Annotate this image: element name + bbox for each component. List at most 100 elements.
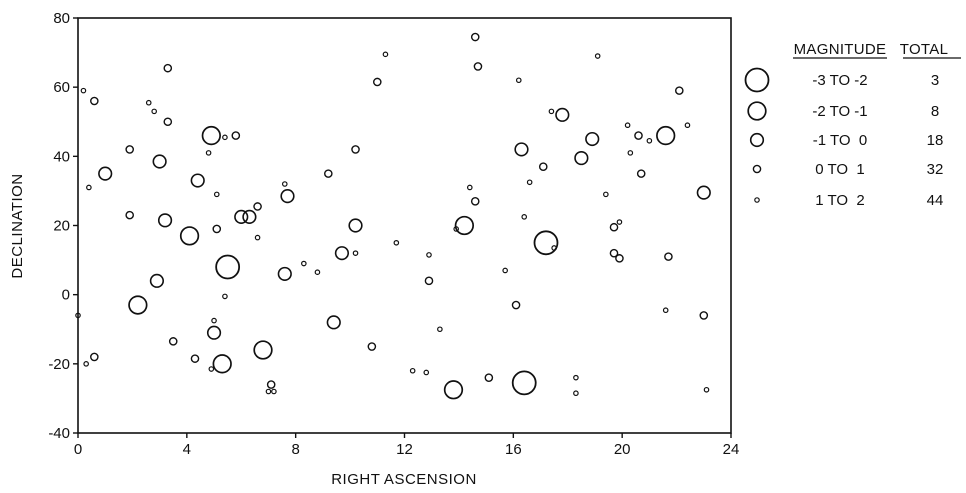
legend-header-magnitude: MAGNITUDE	[794, 41, 887, 58]
star-points	[75, 32, 711, 400]
star-point	[90, 352, 99, 362]
star-point	[281, 181, 288, 187]
star-point	[573, 390, 579, 397]
star-point	[424, 276, 434, 286]
x-tick-label: 24	[723, 441, 740, 458]
star-point	[548, 108, 555, 115]
star-point	[212, 354, 232, 374]
star-point	[98, 166, 113, 181]
star-point	[301, 260, 307, 267]
star-point	[538, 162, 548, 172]
legend-total-value: 44	[927, 192, 944, 209]
y-tick-label: -40	[48, 425, 70, 442]
legend-symbol	[747, 101, 767, 121]
star-point	[190, 173, 205, 188]
star-point	[179, 226, 200, 246]
star-point	[443, 380, 464, 400]
star-point	[684, 122, 691, 129]
star-point	[573, 374, 579, 381]
star-point	[90, 96, 99, 106]
star-point	[409, 367, 416, 374]
star-point	[515, 77, 522, 84]
star-point	[675, 86, 684, 95]
star-point	[470, 196, 480, 206]
star-point	[253, 340, 273, 360]
star-point	[703, 386, 710, 393]
star-point	[234, 209, 249, 224]
legend-total-value: 32	[927, 161, 944, 178]
star-point	[215, 254, 241, 280]
star-point	[277, 266, 292, 282]
star-point	[634, 131, 643, 140]
star-point	[594, 53, 601, 59]
star-point	[266, 380, 276, 389]
star-point	[213, 191, 220, 198]
star-point	[324, 169, 333, 178]
star-point	[437, 326, 443, 333]
star-point	[163, 117, 173, 127]
x-tick-label: 12	[396, 441, 413, 458]
star-point	[603, 191, 609, 198]
star-point	[83, 361, 89, 367]
legend-magnitude-label: -2 TO -1	[812, 103, 867, 120]
star-point	[511, 370, 537, 396]
star-point	[521, 214, 528, 220]
star-point	[585, 131, 600, 147]
star-point	[473, 62, 483, 71]
y-tick-label: 60	[53, 79, 70, 96]
star-point	[242, 209, 257, 224]
legend-magnitude-label: -3 TO -2	[812, 72, 867, 89]
star-point	[470, 32, 480, 42]
legend-rows: -3 TO -2 3 -2 TO -1 8 -1 TO 0 18 0 TO 1 32 1 TO …	[744, 67, 944, 209]
star-point	[265, 388, 272, 395]
star-point	[334, 246, 350, 261]
y-tick-label: 40	[53, 148, 70, 165]
star-point	[533, 230, 559, 256]
star-point	[212, 224, 222, 234]
star-point	[86, 184, 92, 191]
x-axis-title: RIGHT ASCENSION	[331, 471, 477, 488]
star-point	[555, 107, 570, 122]
legend-total-value: 18	[927, 132, 944, 149]
star-point	[423, 369, 430, 376]
star-point	[351, 145, 360, 154]
y-tick-label: 20	[53, 218, 70, 235]
star-point	[201, 125, 221, 146]
star-point	[348, 218, 363, 233]
star-point	[656, 125, 676, 146]
star-point	[326, 315, 341, 330]
star-point	[190, 354, 200, 363]
star-point	[372, 77, 382, 87]
star-point	[125, 210, 134, 220]
star-point	[609, 222, 619, 232]
star-point	[526, 179, 533, 186]
star-point	[271, 388, 277, 395]
star-point	[152, 154, 167, 169]
star-point	[75, 312, 81, 319]
star-point	[145, 99, 152, 106]
star-point	[616, 219, 623, 225]
star-point	[393, 239, 400, 246]
star-point	[609, 248, 619, 258]
legend-symbol	[754, 197, 760, 203]
star-point	[222, 293, 228, 300]
star-point	[208, 366, 215, 372]
star-point	[367, 342, 377, 351]
star-point	[205, 150, 212, 156]
star-point	[696, 185, 711, 200]
plot-frame	[77, 17, 732, 434]
legend: MAGNITUDE TOTAL -3 TO -2 3 -2 TO -1 8 -1 TO …	[744, 41, 961, 209]
star-point	[128, 295, 148, 315]
star-point	[382, 51, 389, 58]
star-point	[664, 252, 673, 261]
star-point	[280, 189, 295, 204]
star-point	[514, 142, 529, 157]
star-point	[502, 267, 508, 274]
star-point	[551, 245, 557, 251]
x-tick-label: 4	[183, 441, 191, 458]
legend-total-value: 8	[931, 103, 939, 120]
star-point	[615, 254, 624, 263]
star-point	[151, 108, 157, 115]
star-point	[466, 184, 473, 191]
